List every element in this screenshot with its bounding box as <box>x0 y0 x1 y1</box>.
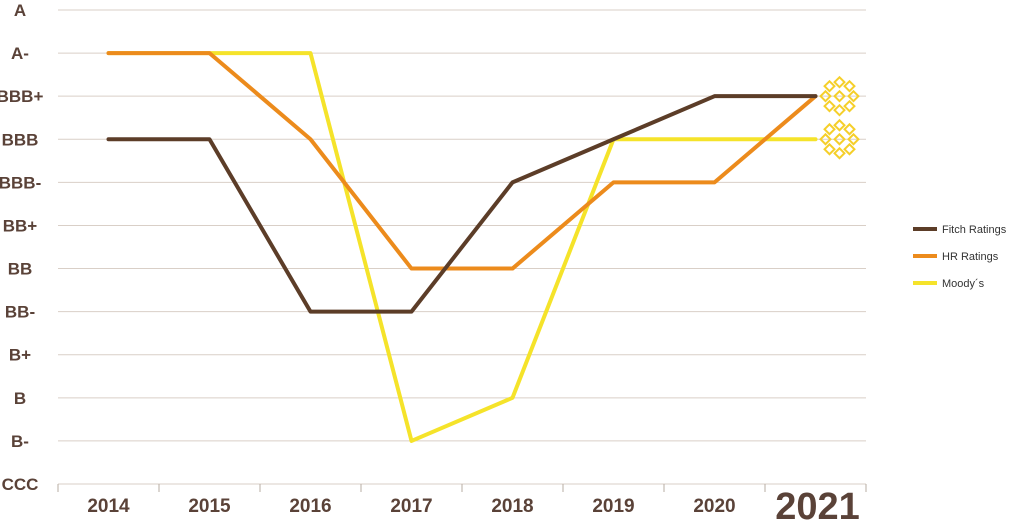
y-tick-label: B <box>14 389 26 408</box>
data-point <box>512 397 513 399</box>
data-point <box>310 138 311 140</box>
y-tick-label: B+ <box>9 346 31 365</box>
series-line-fitch-ratings <box>106 94 818 314</box>
y-tick-label: BB- <box>5 303 35 322</box>
legend-label: Moody´s <box>942 278 985 290</box>
x-axis: 2014 2015 2016 2017 2018 2019 2020 2021 <box>57 484 867 520</box>
series-line-moody-s <box>106 51 818 443</box>
sparkle-icon <box>819 75 860 117</box>
data-point <box>512 268 513 270</box>
data-point <box>310 52 311 54</box>
data-point <box>209 138 210 140</box>
data-point <box>613 138 614 140</box>
y-tick-label: BBB <box>2 130 39 149</box>
legend-label: HR Ratings <box>942 251 999 263</box>
data-point <box>108 138 109 140</box>
x-tick-label: 2017 <box>390 496 432 517</box>
data-point <box>411 311 412 313</box>
x-tick-label: 2014 <box>87 496 130 517</box>
x-tick-label: 2020 <box>693 496 735 517</box>
y-tick-label: BB+ <box>3 216 38 235</box>
data-point <box>411 268 412 270</box>
y-tick-label: BB <box>8 260 33 279</box>
data-point <box>411 440 412 442</box>
y-tick-label: B- <box>11 432 29 451</box>
sparkle-icon <box>819 118 860 160</box>
x-tick-label: 2016 <box>289 496 331 517</box>
y-tick-label: CCC <box>2 475 39 494</box>
data-point <box>714 181 715 183</box>
series-line-hr-ratings <box>106 51 818 271</box>
x-tick-label-highlight: 2021 <box>775 486 860 520</box>
legend: Fitch Ratings HR Ratings Moody´s <box>913 224 1007 290</box>
y-tick-label: A- <box>11 44 29 63</box>
x-tick-label: 2019 <box>592 496 634 517</box>
legend-label: Fitch Ratings <box>942 224 1007 236</box>
y-tick-label: BBB+ <box>0 87 43 106</box>
data-point <box>512 181 513 183</box>
data-point <box>714 95 715 97</box>
data-point <box>310 311 311 313</box>
data-point <box>108 52 109 54</box>
y-tick-label: BBB- <box>0 173 41 192</box>
series-lines <box>106 51 818 443</box>
y-tick-label: A <box>14 1 26 20</box>
data-point <box>815 138 816 140</box>
x-tick-label: 2015 <box>188 496 231 517</box>
data-point <box>613 181 614 183</box>
x-tick-label: 2018 <box>491 496 533 517</box>
end-markers <box>819 75 860 160</box>
data-point <box>815 95 816 97</box>
data-point <box>714 138 715 140</box>
data-point <box>209 52 210 54</box>
